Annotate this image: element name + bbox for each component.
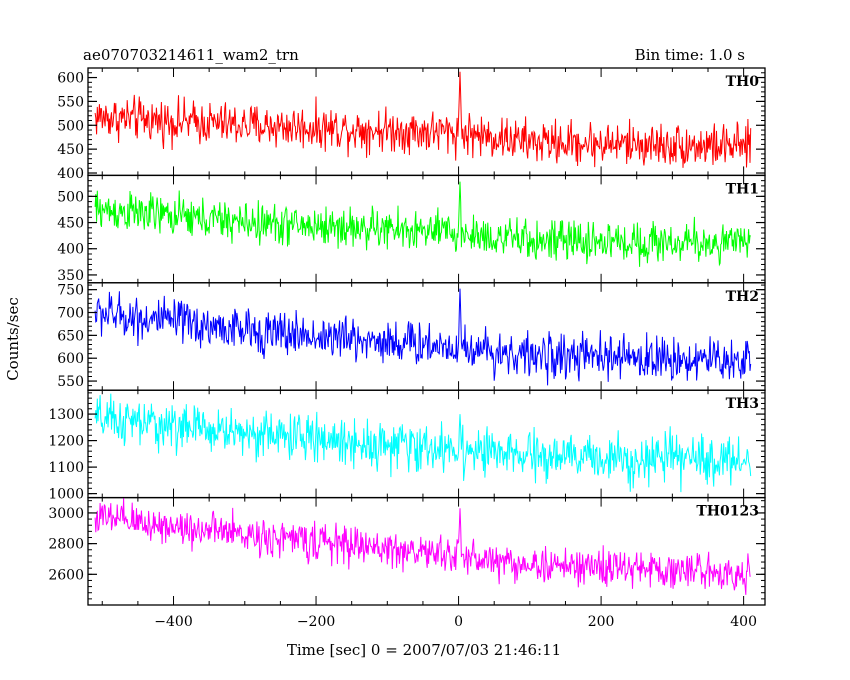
x-axis-label: Time [sec] 0 = 2007/07/03 21:46:11	[287, 641, 561, 659]
y-tick-label: 400	[57, 166, 84, 182]
y-tick-label: 550	[57, 374, 84, 390]
x-tick-label: −400	[154, 614, 192, 630]
y-tick-label: 400	[57, 242, 84, 258]
y-tick-label: 1000	[48, 487, 84, 503]
y-tick-label: 1100	[48, 460, 84, 476]
series-th2	[94, 288, 752, 386]
panel-th1: 350 400 450 500 TH1	[57, 174, 766, 284]
y-tick-label: 2600	[48, 567, 84, 583]
panel-label-th1: TH1	[726, 181, 759, 197]
y-axis-label: Counts/sec	[4, 297, 22, 381]
x-tick-label: 200	[588, 614, 615, 630]
panel-label-th2: TH2	[726, 289, 759, 305]
panel-label-th0: TH0	[726, 74, 760, 90]
x-tick-label: 0	[454, 614, 463, 630]
series-th0	[94, 71, 752, 168]
panel-label-th3: TH3	[726, 396, 759, 412]
y-tick-label: 500	[57, 118, 84, 134]
panel-th0123: 2600 2800 3000 TH0123	[48, 496, 766, 606]
bin-time-label: Bin time: 1.0 s	[635, 46, 745, 64]
chart-title: ae070703214611_wam2_trn	[83, 46, 299, 64]
panel-th2: 550 600 650 700 750 TH2	[57, 282, 766, 391]
y-tick-label: 700	[57, 306, 84, 322]
y-tick-label: 3000	[48, 506, 84, 522]
y-tick-label: 1300	[48, 407, 84, 423]
y-tick-label: 450	[57, 142, 84, 158]
y-tick-label: 600	[57, 71, 84, 87]
y-tick-label: 550	[57, 94, 84, 110]
y-tick-label: 750	[57, 283, 84, 299]
series-th0123	[94, 497, 751, 595]
x-axis: −400 −200 0 200 400	[154, 614, 757, 630]
y-tick-label: 600	[57, 351, 84, 367]
panel-th3: 1000 1100 1200 1300 TH3	[48, 389, 766, 503]
y-tick-label: 2800	[48, 537, 84, 553]
y-tick-label: 650	[57, 328, 84, 344]
y-tick-label: 1200	[48, 434, 84, 450]
panels-group: 400 450 500 550 600 TH0 350 400 450 500 TH1 550 600 6…	[48, 67, 766, 606]
x-tick-label: 400	[730, 614, 757, 630]
series-th1	[94, 181, 752, 267]
series-th3	[94, 393, 752, 493]
panel-frame	[87, 496, 766, 606]
panel-th0: 400 450 500 550 600 TH0	[57, 67, 766, 182]
x-tick-label: −200	[297, 614, 335, 630]
y-tick-label: 500	[57, 189, 84, 205]
y-tick-label: 350	[57, 268, 84, 284]
y-tick-label: 450	[57, 216, 84, 232]
panel-label-th0123: TH0123	[696, 504, 759, 520]
